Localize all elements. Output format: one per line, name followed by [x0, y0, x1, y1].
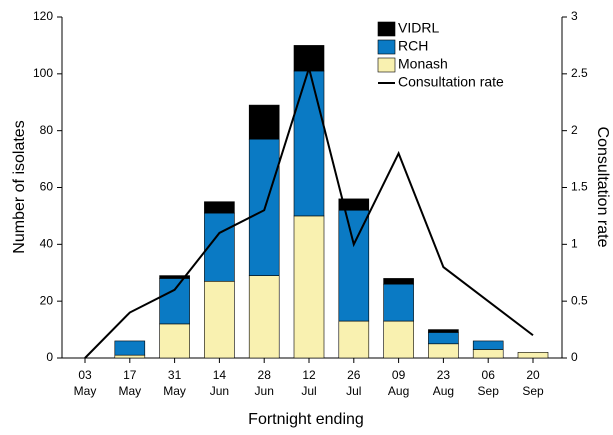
- x-tick-label: 17: [123, 368, 137, 382]
- x-tick-label: 23: [437, 368, 451, 382]
- line: [84, 64, 534, 359]
- x-tick-label: 31: [168, 368, 182, 382]
- bar-segment: [383, 283, 414, 322]
- x-tick-label: May: [118, 384, 141, 398]
- x-tick-label: May: [163, 384, 186, 398]
- bar-segment: [338, 209, 370, 322]
- bar-segment: [338, 320, 370, 359]
- bar-segment: [114, 354, 146, 359]
- bar-segment: [293, 215, 325, 359]
- bar-segment: [383, 320, 414, 359]
- legend-label: Consultation rate: [398, 74, 504, 90]
- y2-tick-label: 2.5: [571, 66, 588, 80]
- x-tick-label: Jun: [255, 384, 274, 398]
- bar-segment: [428, 329, 459, 333]
- y-tick-label: 120: [33, 9, 53, 23]
- bar-segment: [293, 70, 325, 217]
- bar-segment: [204, 280, 235, 359]
- y-axis-label: Number of isolates: [11, 120, 28, 253]
- legend-label: Monash: [398, 56, 448, 72]
- bar-segment: [428, 332, 459, 345]
- bar-segment: [204, 201, 235, 214]
- y2-tick-label: 0.5: [571, 293, 588, 307]
- bar-segment: [159, 278, 190, 325]
- y2-tick-label: 0: [571, 350, 578, 364]
- x-tick-label: May: [74, 384, 97, 398]
- x-tick-label: Aug: [388, 384, 409, 398]
- legend-label: RCH: [398, 38, 428, 54]
- legend-swatch: [377, 57, 396, 73]
- bar-segment: [472, 349, 504, 359]
- x-tick-label: Aug: [433, 384, 454, 398]
- bar-segment: [248, 104, 280, 140]
- x-tick-label: 12: [302, 368, 316, 382]
- x-tick-label: 26: [347, 368, 361, 382]
- x-tick-label: Sep: [478, 384, 500, 398]
- bar-segment: [472, 340, 504, 350]
- bar-segment: [383, 278, 414, 285]
- y-tick-label: 40: [40, 237, 54, 251]
- y2-axis-label: Consultation rate: [594, 127, 611, 248]
- x-tick-label: 06: [482, 368, 496, 382]
- x-tick-label: Sep: [522, 384, 544, 398]
- bar-segment: [338, 198, 370, 211]
- bar-segment: [159, 275, 190, 279]
- x-tick-label: Jun: [210, 384, 229, 398]
- y-tick-label: 80: [40, 123, 54, 137]
- y-tick-label: 20: [40, 293, 54, 307]
- x-tick-label: 09: [392, 368, 406, 382]
- bar-segment: [428, 343, 459, 359]
- y-tick-label: 100: [33, 66, 53, 80]
- y2-tick-label: 1: [571, 237, 578, 251]
- bar-segment: [517, 352, 549, 359]
- x-tick-label: 14: [213, 368, 227, 382]
- y2-tick-label: 2: [571, 123, 578, 137]
- x-tick-label: 28: [258, 368, 272, 382]
- y2-tick-label: 1.5: [571, 180, 588, 194]
- x-axis-label: Fortnight ending: [248, 411, 364, 428]
- y2-tick-label: 3: [571, 9, 578, 23]
- y-tick-label: 60: [40, 180, 54, 194]
- y-tick-label: 0: [46, 350, 53, 364]
- x-tick-label: Jul: [301, 384, 316, 398]
- legend-swatch: [377, 39, 396, 55]
- bar-segment: [159, 323, 190, 359]
- legend-swatch: [377, 21, 396, 37]
- x-tick-label: 03: [78, 368, 92, 382]
- x-tick-label: Jul: [346, 384, 361, 398]
- x-tick-label: 20: [526, 368, 540, 382]
- bar-segment: [248, 275, 280, 359]
- legend-label: VIDRL: [398, 20, 439, 36]
- bar-segment: [114, 340, 146, 356]
